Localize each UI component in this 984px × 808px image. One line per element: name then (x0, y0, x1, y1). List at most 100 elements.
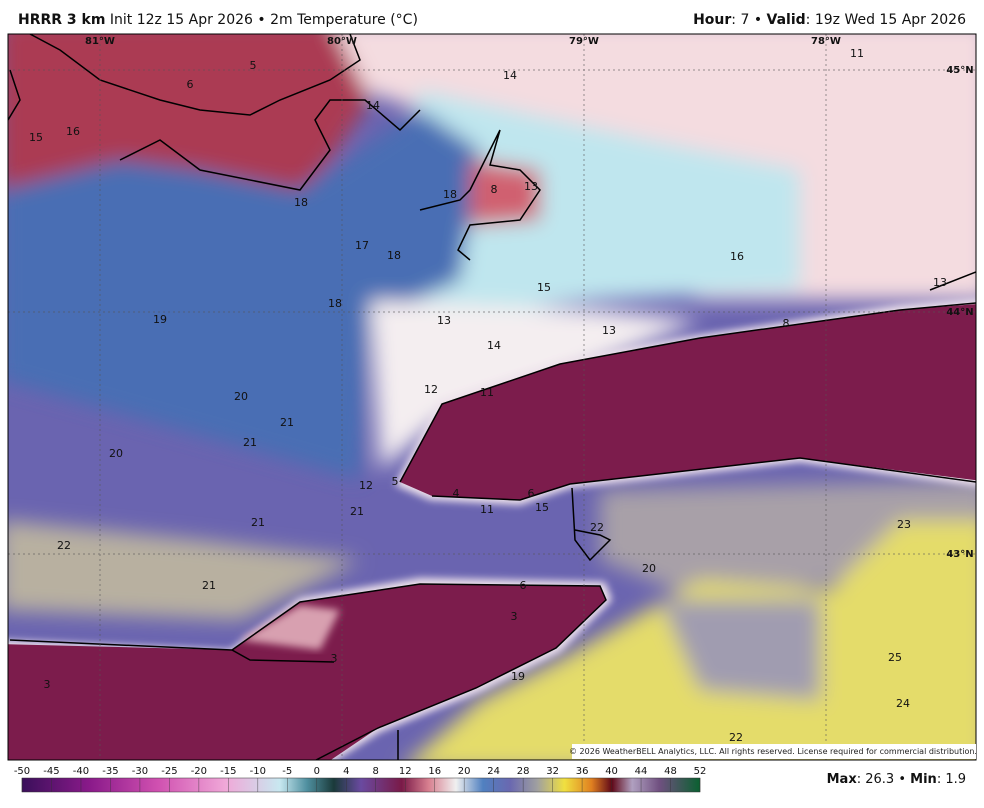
station-value: 19 (511, 670, 525, 683)
colorbar-tick-label: -25 (161, 766, 177, 777)
station-value: 6 (520, 579, 527, 592)
station-value: 3 (331, 652, 338, 665)
colorbar-tick-label: 0 (314, 766, 320, 777)
station-value: 15 (535, 501, 549, 514)
labels: 81°W 80°W 79°W 78°W 45°N 44°N 43°N 5 6 14 14 11 15 16… (29, 36, 974, 744)
station-value: 14 (487, 339, 501, 352)
field: 2m Temperature (°C) (270, 12, 418, 28)
station-value: 22 (590, 521, 604, 534)
colorbar (21, 777, 701, 793)
map-frame (7, 33, 977, 761)
colorbar-tick-label: 24 (487, 766, 500, 777)
station-value: 21 (350, 505, 364, 518)
latitude-label: 45°N (946, 65, 973, 76)
max-value: : 26.3 (856, 772, 895, 787)
station-value: 15 (29, 131, 43, 144)
separator: • (753, 12, 763, 28)
valid-label: Valid (766, 12, 806, 28)
colorbar-tick-label: 20 (458, 766, 471, 777)
model: HRRR 3 km (18, 12, 106, 28)
station-value: 13 (524, 180, 538, 193)
colorbar-tick-label: 40 (605, 766, 618, 777)
station-value: 5 (392, 475, 399, 488)
station-value: 4 (453, 487, 460, 500)
station-value: 21 (202, 579, 216, 592)
temperature-field (8, 34, 976, 760)
station-value: 3 (511, 610, 518, 623)
graticule (8, 34, 976, 760)
hour-label: Hour (693, 12, 732, 28)
station-value: 25 (888, 651, 902, 664)
colorbar-tick-label: -45 (43, 766, 59, 777)
max-label: Max (826, 772, 857, 787)
latitude-label: 43°N (946, 549, 973, 560)
station-value: 18 (294, 196, 308, 209)
colorbar-tick-label: -35 (102, 766, 118, 777)
copyright-bg (572, 744, 976, 759)
separator: • (898, 772, 907, 787)
station-value: 13 (437, 314, 451, 327)
station-value: 18 (443, 188, 457, 201)
colorbar-tick-label: 32 (546, 766, 559, 777)
colorbar-tick-label: 12 (399, 766, 412, 777)
station-value: 11 (480, 386, 494, 399)
colorbar-tick-label: -40 (73, 766, 89, 777)
station-value: 21 (251, 516, 265, 529)
station-value: 14 (503, 69, 517, 82)
copyright: © 2026 WeatherBELL Analytics, LLC. All r… (569, 747, 977, 756)
station-value: 8 (491, 183, 498, 196)
colorbar-tick-label: 44 (635, 766, 648, 777)
station-value: 6 (528, 487, 535, 500)
station-value: 20 (642, 562, 656, 575)
init: Init 12z 15 Apr 2026 (109, 12, 253, 28)
colorbar-tick-label: -15 (220, 766, 236, 777)
station-value: 21 (243, 436, 257, 449)
station-value: 23 (897, 518, 911, 531)
station-value: 12 (424, 383, 438, 396)
station-value: 3 (44, 678, 51, 691)
station-value: 12 (359, 479, 373, 492)
hour-value: : 7 (731, 12, 750, 28)
station-value: 22 (729, 731, 743, 744)
station-value: 22 (57, 539, 71, 552)
colorbar-tick-label: -5 (282, 766, 292, 777)
station-value: 20 (109, 447, 123, 460)
colorbar-ticks: -50 -45 -40 -35 -30 -25 -20 -15 -10 -5 0 4 8 12 16 20 24… (14, 766, 707, 792)
valid-value: : 19z Wed 15 Apr 2026 (805, 12, 966, 28)
station-value: 18 (387, 249, 401, 262)
footer-stats: Max: 26.3 • Min: 1.9 (827, 772, 966, 787)
station-value: 19 (153, 313, 167, 326)
station-value: 15 (537, 281, 551, 294)
station-value: 21 (280, 416, 294, 429)
colorbar-tick-label: -20 (191, 766, 207, 777)
latitude-label: 44°N (946, 307, 973, 318)
station-value: 11 (480, 503, 494, 516)
station-value: 8 (783, 317, 790, 330)
station-value: 16 (66, 125, 80, 138)
colorbar-tick-label: -50 (14, 766, 30, 777)
station-value: 5 (250, 59, 257, 72)
station-value: 13 (933, 276, 947, 289)
colorbar-tick-label: 16 (428, 766, 441, 777)
station-value: 6 (187, 78, 194, 91)
colorbar-tick-label: 52 (694, 766, 707, 777)
min-label: Min (910, 772, 937, 787)
station-value: 24 (896, 697, 910, 710)
header-right: Hour: 7 • Valid: 19z Wed 15 Apr 2026 (693, 12, 966, 28)
station-value: 20 (234, 390, 248, 403)
station-value: 17 (355, 239, 369, 252)
colorbar-tick-label: 4 (343, 766, 349, 777)
separator: • (257, 12, 266, 28)
colorbar-tick-label: 28 (517, 766, 530, 777)
header-left: HRRR 3 km Init 12z 15 Apr 2026 • 2m Temp… (18, 12, 418, 28)
colorbar-tick-label: 48 (664, 766, 677, 777)
coastlines (8, 34, 976, 760)
colorbar-tick-label: -30 (132, 766, 148, 777)
station-value: 18 (328, 297, 342, 310)
longitude-label: 81°W (85, 36, 115, 47)
longitude-label: 78°W (811, 36, 841, 47)
longitude-label: 80°W (327, 36, 357, 47)
station-value: 11 (850, 47, 864, 60)
